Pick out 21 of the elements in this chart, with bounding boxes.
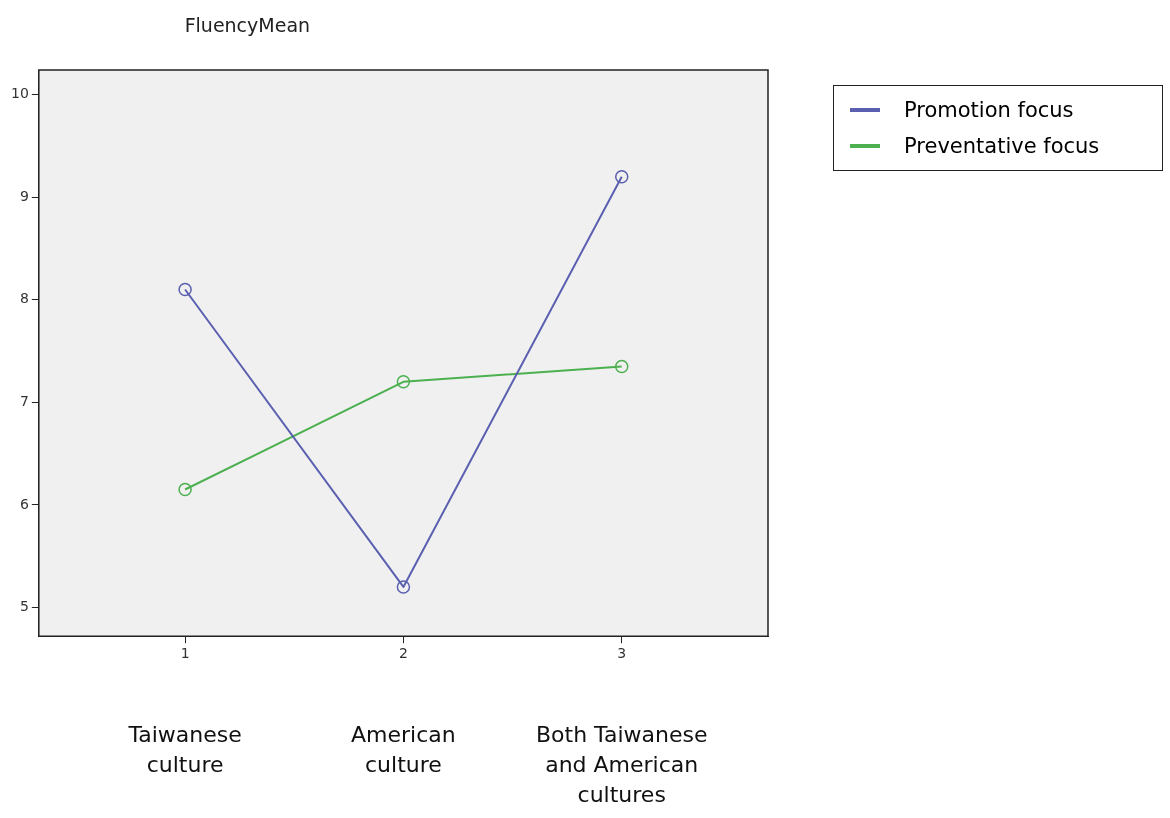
y-tick-label: 9 xyxy=(19,187,29,204)
y-tick-label: 5 xyxy=(19,598,29,615)
point xyxy=(396,375,411,389)
y-tick-label: 6 xyxy=(19,495,29,512)
legend-label: Promotion focus xyxy=(904,98,1074,122)
y-tick-label: 8 xyxy=(19,290,29,307)
point xyxy=(396,580,411,594)
y-tick-label: 10 xyxy=(10,85,29,102)
point xyxy=(614,359,629,374)
point xyxy=(614,169,629,184)
x-tick-label: 2 xyxy=(398,645,408,662)
y-tick-label: 7 xyxy=(19,392,29,409)
chart-title: FluencyMean xyxy=(184,14,311,36)
text: American culture xyxy=(350,721,457,779)
x-tick-label: 1 xyxy=(180,645,190,662)
legend-label: Preventative focus xyxy=(904,134,1100,158)
point xyxy=(178,282,192,297)
text: Both Taiwanese and American cultures xyxy=(535,721,709,809)
text: Taiwanese culture xyxy=(127,721,243,779)
point xyxy=(178,482,192,497)
x-tick-label: 3 xyxy=(617,645,627,662)
